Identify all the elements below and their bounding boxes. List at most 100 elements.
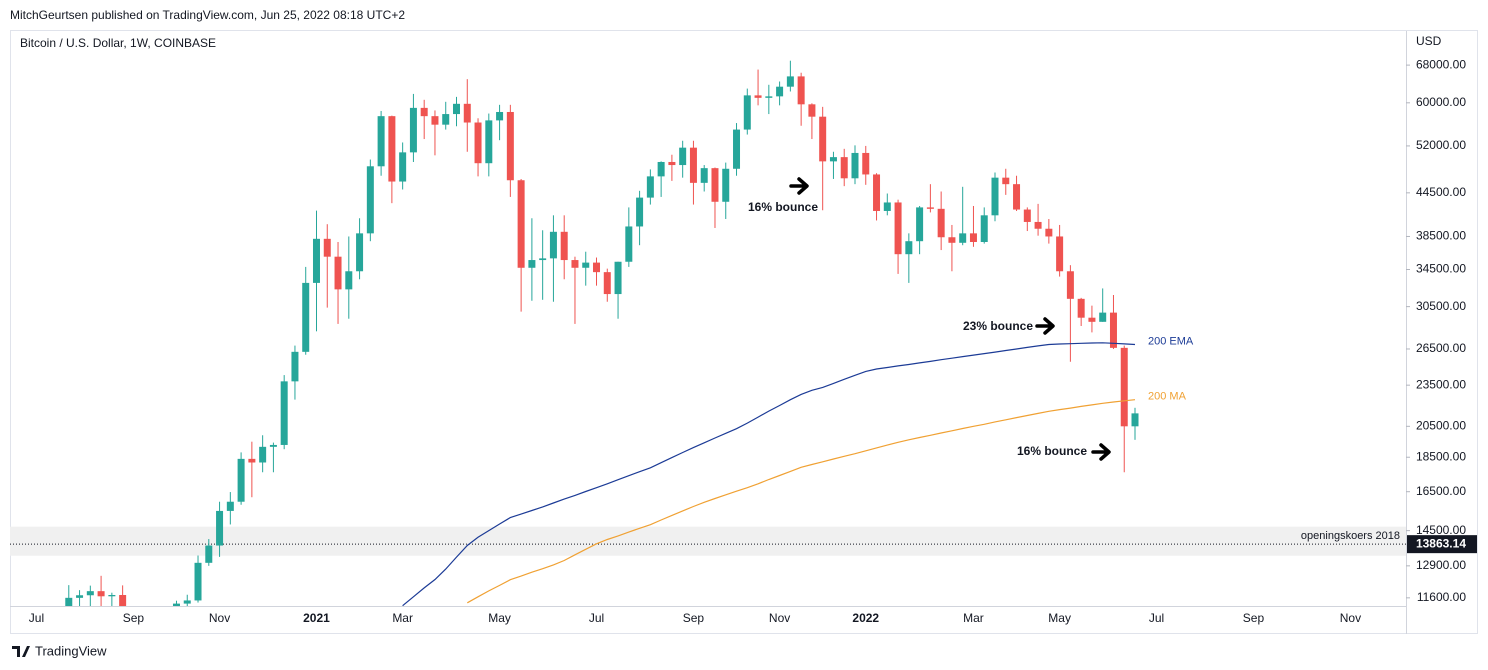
candle-body	[1056, 236, 1064, 272]
candle-body	[1088, 317, 1096, 322]
candle-body	[733, 129, 741, 169]
candle-body	[603, 272, 611, 295]
candle-body	[431, 116, 439, 125]
y-tick-label: 14500.00	[1416, 523, 1466, 537]
series-label: 200 EMA	[1148, 335, 1194, 347]
x-tick-label: May	[488, 611, 511, 625]
candle-body	[1045, 228, 1053, 237]
x-tick-label: Nov	[209, 611, 230, 625]
candle-body	[76, 595, 84, 598]
footer-brand: TradingView	[35, 643, 107, 658]
candle-body	[1099, 312, 1107, 322]
candle-body	[194, 562, 202, 601]
y-tick-label: 11600.00	[1417, 590, 1466, 604]
candle-body	[442, 114, 450, 125]
candle-body	[1131, 413, 1139, 427]
candle-body	[377, 116, 385, 167]
annotation-arrow	[1035, 317, 1055, 335]
candle-body	[172, 603, 180, 606]
plot-area	[10, 60, 1406, 606]
y-tick-label: 26500.00	[1416, 341, 1466, 355]
candle-body	[819, 116, 827, 162]
logo	[12, 646, 30, 657]
y-tick-label: 20500.00	[1416, 418, 1466, 432]
x-tick-label: Jul	[589, 611, 604, 625]
candle-body	[366, 166, 374, 234]
x-tick-label: Sep	[683, 611, 705, 625]
byline: MitchGeurtsen published on TradingView.c…	[10, 8, 405, 22]
x-tick-label: Sep	[1243, 611, 1265, 625]
candle-body	[797, 76, 805, 105]
candle-body	[1013, 184, 1021, 210]
y-tick-label: 60000.00	[1416, 95, 1466, 109]
x-tick-label: Nov	[769, 611, 790, 625]
candle-body	[205, 545, 213, 563]
x-tick-label: Nov	[1340, 611, 1361, 625]
candle-body	[808, 104, 816, 117]
candle-body	[399, 152, 407, 182]
annotation: 16% bounce	[1017, 444, 1087, 458]
candle-body	[786, 76, 794, 87]
candle-body	[517, 180, 525, 268]
annotation: 16% bounce	[748, 200, 818, 214]
indicator-line	[402, 342, 1136, 606]
candle-body	[453, 103, 460, 115]
candle-body	[969, 233, 977, 242]
candle-body	[463, 103, 471, 123]
candle-body	[302, 282, 310, 352]
candle-body	[108, 594, 116, 597]
candle-body	[539, 258, 547, 261]
y-tick-label: 12900.00	[1416, 558, 1466, 572]
candle-body	[560, 231, 568, 261]
candle-body	[1034, 221, 1042, 229]
candle-body	[948, 237, 956, 243]
x-tick-label: 2022	[852, 611, 879, 625]
series-label: 200 MA	[1148, 391, 1187, 403]
candle-body	[614, 261, 622, 295]
footer-logo	[12, 646, 30, 657]
candle-body	[873, 174, 881, 211]
candle-body	[1120, 347, 1128, 427]
x-tick-label: Sep	[123, 611, 145, 625]
candle-body	[980, 215, 988, 242]
candle-body	[474, 122, 482, 164]
candle-body	[776, 86, 784, 97]
candle-body	[926, 207, 934, 209]
candle-body	[549, 231, 557, 259]
y-tick-label: 18500.00	[1416, 449, 1466, 463]
x-tick-label: Mar	[963, 611, 984, 625]
indicator-line	[467, 399, 1136, 604]
annotation: 23% bounce	[963, 319, 1033, 333]
candle-body	[237, 458, 245, 502]
candle-body	[754, 95, 762, 98]
x-tick-label: 2021	[303, 611, 330, 625]
candle-body	[689, 147, 697, 183]
annotation-arrow	[789, 177, 809, 195]
candle-body	[183, 600, 191, 604]
price-zone	[10, 526, 1406, 556]
y-tick-label: 52000.00	[1416, 138, 1466, 152]
candle-body	[700, 168, 708, 183]
candle-body	[485, 120, 493, 164]
candle-body	[722, 168, 730, 202]
candle-body	[916, 207, 924, 242]
candle-body	[937, 208, 945, 238]
candle-body	[86, 591, 94, 596]
candle-body	[840, 157, 848, 179]
candle-body	[636, 197, 644, 227]
candle-body	[862, 152, 870, 175]
candle-body	[1023, 209, 1031, 222]
candle-body	[883, 202, 891, 211]
candle-body	[226, 501, 234, 511]
candle-body	[571, 260, 579, 268]
candle-body	[1109, 312, 1117, 348]
candle-body	[216, 510, 224, 546]
x-tick-label: Mar	[392, 611, 413, 625]
candle-body	[959, 233, 967, 243]
candle-body	[1066, 271, 1074, 299]
candle-body	[679, 147, 687, 166]
candle-body	[765, 96, 773, 98]
candle-body	[334, 256, 342, 290]
candle-body	[291, 351, 299, 382]
